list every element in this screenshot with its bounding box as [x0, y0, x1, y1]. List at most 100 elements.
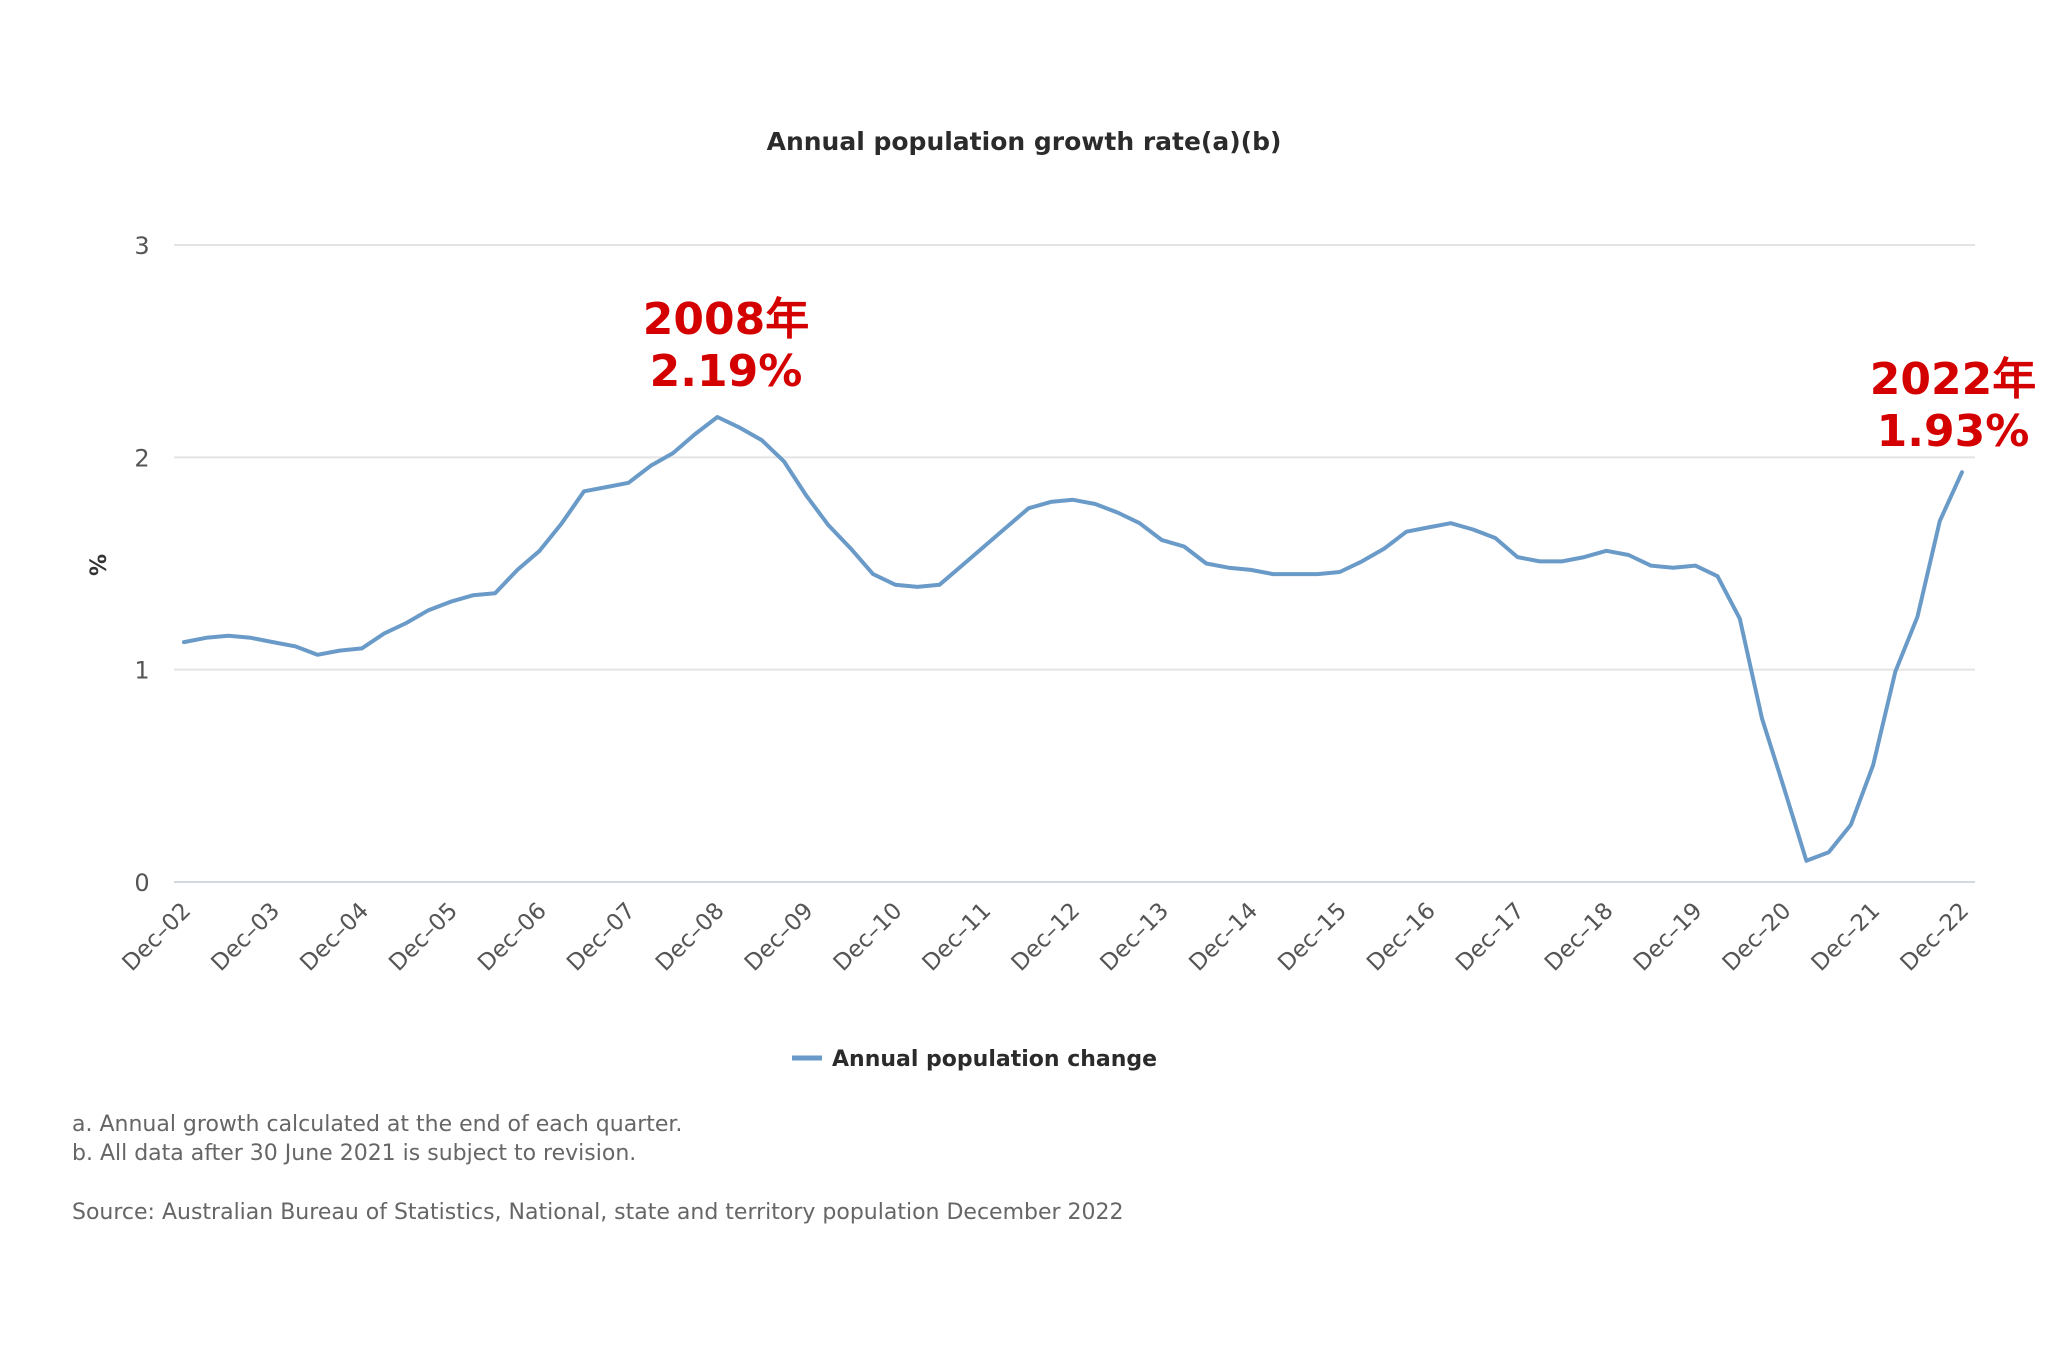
- data-point: [1159, 538, 1164, 543]
- data-point: [1293, 572, 1298, 577]
- data-point: [337, 648, 342, 653]
- data-point: [1471, 527, 1476, 532]
- y-tick-label: 3: [134, 232, 149, 260]
- data-point: [1004, 525, 1009, 530]
- x-tick-label: Dec–08: [651, 898, 730, 977]
- x-tick-label: Dec–13: [1095, 898, 1174, 977]
- legend[interactable]: Annual population change: [792, 1047, 1157, 1072]
- data-point: [893, 582, 898, 587]
- data-point: [1137, 521, 1142, 526]
- data-point: [670, 451, 675, 456]
- data-point: [1648, 563, 1653, 568]
- data-point: [537, 548, 542, 553]
- data-point: [1537, 559, 1542, 564]
- x-tick-label: Dec–03: [206, 898, 285, 977]
- data-point: [1271, 572, 1276, 577]
- data-point: [1804, 858, 1809, 863]
- x-tick-label: Dec–12: [1007, 898, 1086, 977]
- data-point: [448, 599, 453, 604]
- x-tick-label: Dec–05: [384, 898, 463, 977]
- data-point: [1960, 470, 1965, 475]
- x-tick-label: Dec–09: [740, 898, 819, 977]
- x-tick-label: Dec–07: [562, 898, 641, 977]
- data-point: [1782, 786, 1787, 791]
- data-point: [382, 631, 387, 636]
- gridlines: [174, 244, 1975, 883]
- data-point: [804, 493, 809, 498]
- data-point: [1204, 561, 1209, 566]
- x-tick-label: Dec–19: [1629, 898, 1708, 977]
- data-point: [937, 582, 942, 587]
- data-point: [982, 544, 987, 549]
- series-line-annual-population-change[interactable]: [182, 415, 1964, 863]
- data-point: [248, 635, 253, 640]
- data-point: [1337, 569, 1342, 574]
- data-point: [1315, 572, 1320, 577]
- data-point: [1404, 529, 1409, 534]
- data-point: [1893, 669, 1898, 674]
- x-tick-label: Dec–18: [1540, 898, 1619, 977]
- data-point: [559, 521, 564, 526]
- data-point: [270, 640, 275, 645]
- annotation-year: 2008年: [643, 294, 809, 345]
- data-point: [1071, 497, 1076, 502]
- footnotes: a. Annual growth calculated at the end o…: [72, 1110, 1124, 1227]
- x-tick-label: Dec–17: [1451, 898, 1530, 977]
- data-point: [493, 591, 498, 596]
- data-point: [1671, 565, 1676, 570]
- data-point: [1826, 850, 1831, 855]
- data-point: [626, 480, 631, 485]
- x-tick-label: Dec–16: [1362, 898, 1441, 977]
- data-point: [293, 644, 298, 649]
- data-point: [1448, 521, 1453, 526]
- data-point: [1248, 567, 1253, 572]
- legend-label[interactable]: Annual population change: [832, 1047, 1157, 1072]
- data-point: [404, 620, 409, 625]
- data-point: [1559, 559, 1564, 564]
- footnote-b: b. All data after 30 June 2021 is subjec…: [72, 1141, 637, 1166]
- y-axis-label: %: [87, 554, 112, 576]
- data-point: [693, 431, 698, 436]
- x-tick-label: Dec–14: [1184, 898, 1263, 977]
- x-tick-label: Dec–10: [829, 898, 908, 977]
- data-point: [1626, 553, 1631, 558]
- data-point: [470, 593, 475, 598]
- x-tick-label: Dec–15: [1273, 898, 1352, 977]
- x-axis-ticks: Dec–02 Dec–03 Dec–04 Dec–05 Dec–06 Dec–07 Dec–…: [118, 898, 1975, 977]
- y-tick-label: 2: [134, 444, 149, 472]
- data-point: [1093, 502, 1098, 507]
- data-point: [1693, 563, 1698, 568]
- data-point: [1382, 546, 1387, 551]
- data-point: [426, 608, 431, 613]
- data-point: [1604, 548, 1609, 553]
- footnote-a: a. Annual growth calculated at the end o…: [72, 1112, 683, 1137]
- data-point: [1515, 555, 1520, 560]
- data-point: [1426, 525, 1431, 530]
- data-point: [204, 635, 209, 640]
- data-point: [1026, 506, 1031, 511]
- annotation-value: 1.93%: [1877, 406, 2030, 457]
- x-tick-label: Dec–11: [918, 898, 997, 977]
- data-point: [737, 425, 742, 430]
- x-tick-label: Dec–06: [473, 898, 552, 977]
- y-axis-ticks: 0 1 2 3: [134, 232, 149, 897]
- data-point: [870, 572, 875, 577]
- data-point: [959, 563, 964, 568]
- data-point: [1115, 510, 1120, 515]
- chart-title: Annual population growth rate(a)(b): [767, 127, 1282, 156]
- data-point: [582, 489, 587, 494]
- y-tick-label: 0: [134, 869, 149, 897]
- data-point: [1915, 614, 1920, 619]
- data-point: [182, 640, 187, 645]
- data-point: [1715, 574, 1720, 579]
- data-point: [315, 652, 320, 657]
- x-tick-label: Dec–04: [295, 898, 374, 977]
- data-point: [648, 463, 653, 468]
- annotation-year: 2022年: [1870, 354, 2036, 405]
- source-note: Source: Australian Bureau of Statistics,…: [72, 1200, 1124, 1225]
- x-tick-label: Dec–21: [1807, 898, 1886, 977]
- y-tick-label: 1: [134, 657, 149, 685]
- data-point: [1359, 559, 1364, 564]
